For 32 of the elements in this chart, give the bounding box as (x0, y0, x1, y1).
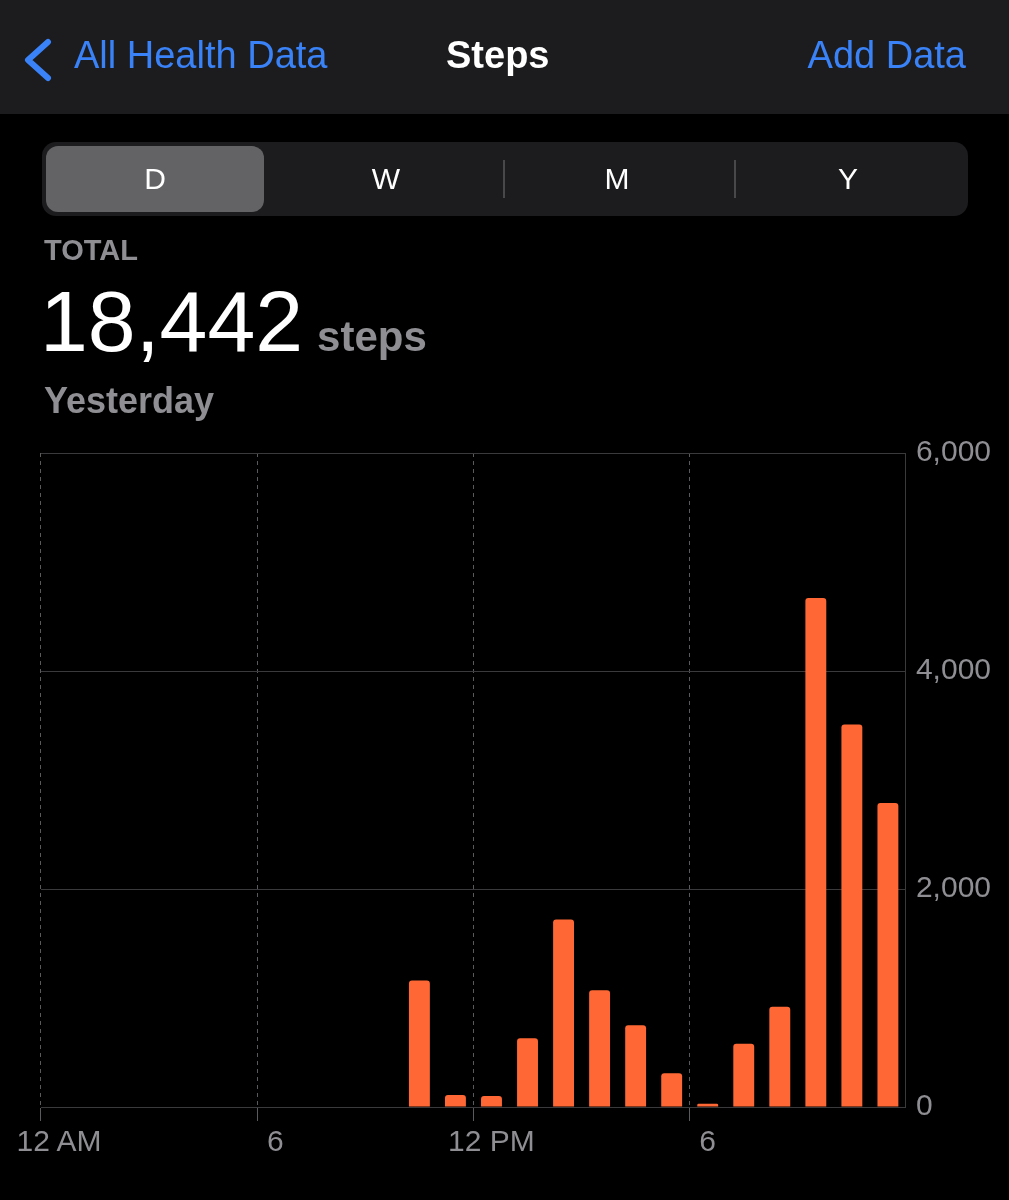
bar (408, 980, 430, 1107)
bar (589, 990, 611, 1107)
y-tick-label: 6,000 (915, 434, 991, 468)
bar (769, 1006, 791, 1107)
text: W (370, 161, 402, 197)
text: All Health Data (74, 34, 328, 77)
text: TOTAL (44, 234, 138, 267)
text: M (603, 161, 631, 197)
bar (481, 1096, 502, 1107)
x-tick-label: 12 AM (16, 1124, 102, 1158)
text: steps (317, 313, 427, 360)
bar (661, 1073, 683, 1107)
x-tick-label: 6 (266, 1124, 284, 1158)
y-tick-label: 2,000 (915, 870, 991, 904)
x-tick-label: 12 PM (448, 1124, 535, 1158)
bar (733, 1043, 755, 1107)
y-tick-label: 4,000 (915, 652, 991, 686)
bar (625, 1025, 647, 1107)
y-tick-label: 0 (915, 1088, 933, 1122)
bar (805, 597, 827, 1107)
chart-title: Steps (446, 34, 550, 77)
bar (877, 802, 899, 1107)
text: Add Data (807, 34, 966, 77)
bar (517, 1038, 538, 1107)
text: Yesterday (44, 380, 215, 422)
text: 18,442 (40, 273, 304, 369)
x-tick-label: 6 (699, 1124, 717, 1158)
text: D (143, 161, 167, 197)
bar (553, 919, 575, 1107)
bar (841, 724, 863, 1107)
text: Y (837, 161, 859, 197)
bar (444, 1095, 466, 1107)
